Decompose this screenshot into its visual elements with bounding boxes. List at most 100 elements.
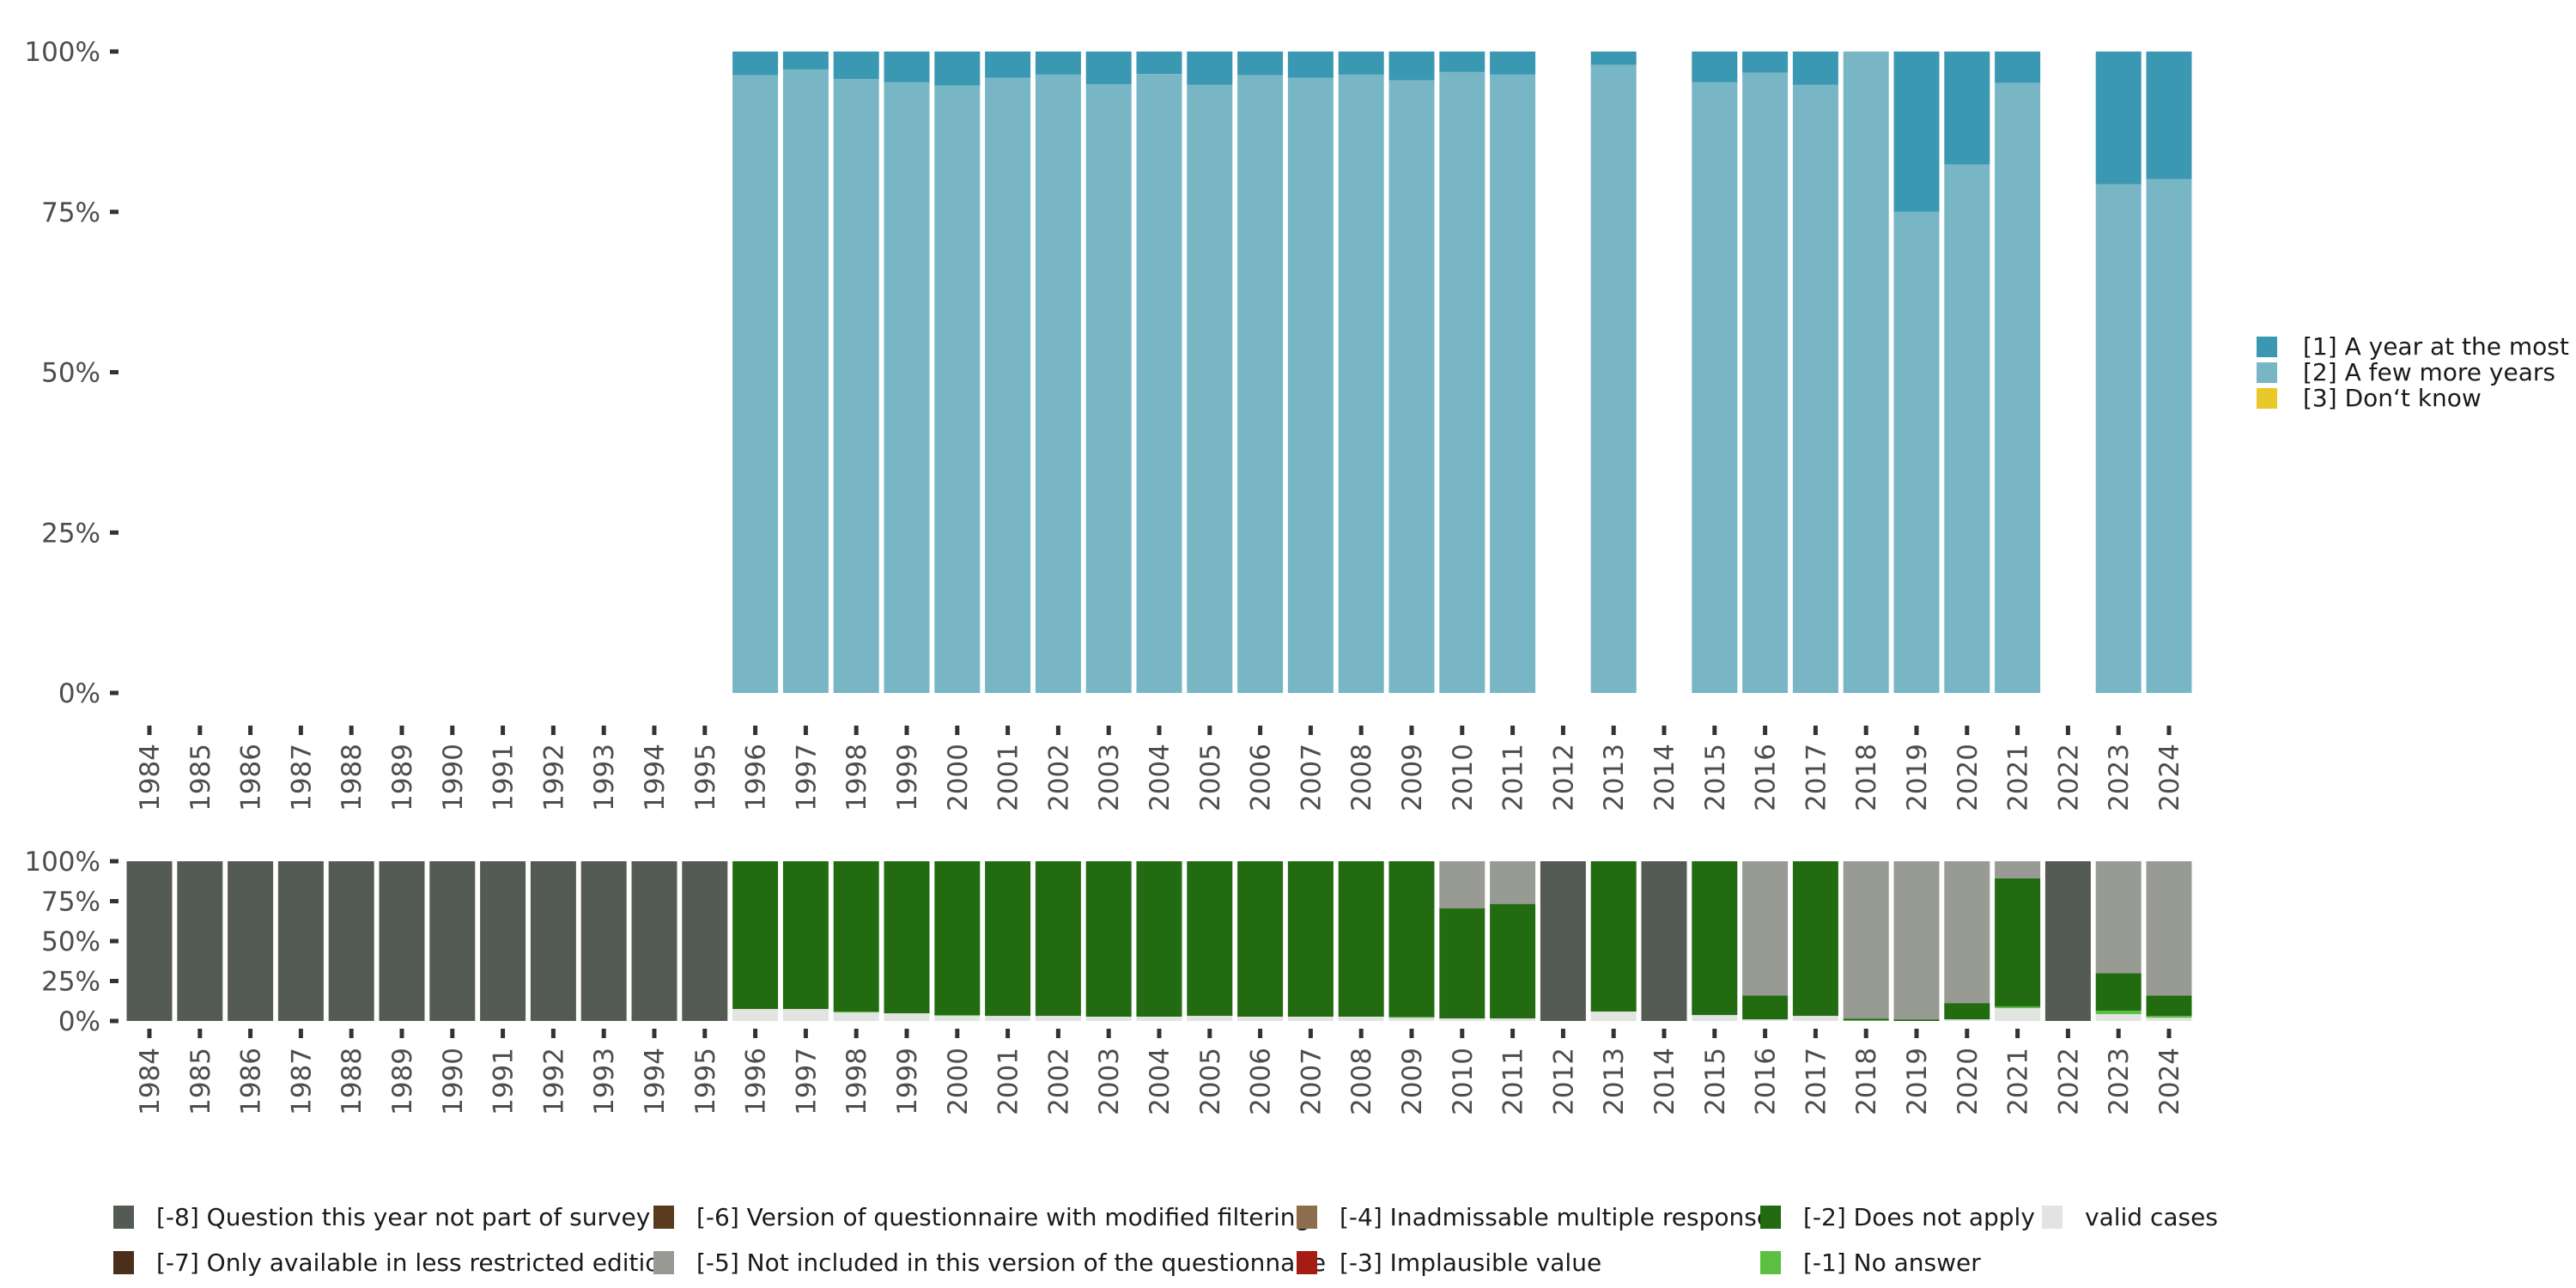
x-tick (1005, 726, 1011, 735)
bar-segment-1988--8-question-this-year-not-part-of-survey (328, 861, 374, 1021)
bar-segment-2002--1-a-year-at-the-most (1035, 52, 1081, 75)
legend-label: [-6] Version of questionnaire with modif… (696, 1203, 1310, 1231)
bar-segment-2013--2-does-not-apply (1590, 861, 1637, 1012)
x-tick-label: 2024 (2154, 744, 2185, 811)
top-legend: [1] A year at the most[2] A few more yea… (2257, 332, 2569, 412)
bar-segment-2003--1-a-year-at-the-most (1085, 52, 1132, 85)
x-tick-label: 1987 (286, 744, 317, 811)
x-tick-label: 2015 (1700, 1048, 1731, 1115)
y-tick-label: 100% (24, 37, 100, 68)
x-tick (197, 1029, 203, 1038)
bar-segment-2015--1-a-year-at-the-most (1692, 52, 1738, 82)
bar-segment-1987--8-question-this-year-not-part-of-survey (277, 861, 324, 1021)
x-tick-label: 2024 (2154, 1048, 2185, 1115)
bar-segment-2010--2-does-not-apply (1439, 908, 1485, 1019)
bar-segment-2021--2-does-not-apply (1995, 878, 2041, 1007)
x-tick (1662, 726, 1667, 735)
x-tick-label: 1991 (489, 1048, 519, 1115)
bar-segment-2015-valid-cases (1692, 1015, 1738, 1021)
bar-segment-2024--5-not-included-in-this-version-of-the-questionnaire (2146, 861, 2192, 996)
bar-segment-2009--1-a-year-at-the-most (1388, 52, 1435, 81)
bar-segment-1997-valid-cases (782, 1009, 829, 1021)
bar-segment-2001--2-does-not-apply (985, 861, 1031, 1017)
x-tick (1460, 726, 1465, 735)
x-tick (955, 726, 960, 735)
legend-label: [-4] Inadmissable multiple response (1340, 1203, 1771, 1231)
x-tick-label: 2018 (1851, 1048, 1882, 1115)
y-tick (110, 899, 118, 903)
x-tick (702, 726, 708, 735)
bar-segment-2018--1-no-answer (1843, 1020, 1889, 1021)
bar-segment-2018--2-does-not-apply (1843, 1018, 1889, 1021)
x-tick-label: 2004 (1145, 1048, 1176, 1115)
bar-segment-2017--2-does-not-apply (1792, 861, 1838, 1017)
bar-segment-1999--2-does-not-apply (884, 861, 930, 1014)
bar-segment-1998--2-does-not-apply (833, 861, 879, 1012)
bar-segment-1999-valid-cases (884, 1013, 930, 1021)
x-tick (501, 1029, 506, 1038)
x-tick (1914, 726, 1919, 735)
x-tick (399, 726, 404, 735)
bar-segment-2017--1-a-year-at-the-most (1792, 52, 1838, 85)
bar-segment-1998-valid-cases (833, 1012, 879, 1021)
x-tick (1813, 1029, 1818, 1038)
x-tick (2015, 1029, 2020, 1038)
bar-segment-2023--2-a-few-more-years (2095, 184, 2142, 693)
bar-segment-2019--5-not-included-in-this-version-of-the-questionnaire (1893, 861, 1940, 1020)
bar-segment-2008--2-a-few-more-years (1338, 74, 1384, 694)
x-tick-label: 1989 (387, 1048, 418, 1115)
x-tick (1712, 726, 1717, 735)
x-tick (550, 1029, 556, 1038)
x-tick (904, 726, 909, 735)
x-tick (450, 1029, 455, 1038)
y-tick (110, 49, 118, 54)
x-tick (2116, 1029, 2121, 1038)
bar-segment-2004--2-a-few-more-years (1136, 74, 1182, 693)
bar-segment-2006--1-a-year-at-the-most (1237, 52, 1284, 76)
bar-segment-2010--5-not-included-in-this-version-of-the-questionnaire (1439, 861, 1485, 908)
legend-label: [-7] Only available in less restricted e… (156, 1249, 675, 1277)
x-tick (298, 1029, 303, 1038)
x-tick (550, 726, 556, 735)
x-tick (1510, 1029, 1516, 1038)
bar-segment-2007--1-a-year-at-the-most (1287, 52, 1334, 78)
bar-segment-2003-valid-cases (1085, 1016, 1132, 1021)
x-tick (1560, 726, 1565, 735)
bar-segment-1993--8-question-this-year-not-part-of-survey (580, 861, 627, 1021)
bar-segment-2013-valid-cases (1590, 1012, 1637, 1021)
bar-segment-2011-valid-cases (1490, 1018, 1536, 1021)
bottom-panel: 0% 25% 50% 75% 100% 1984 1985 1986 1987 1988 1989 1… (24, 847, 2192, 1115)
bar-segment-2000--2-does-not-apply (934, 861, 981, 1016)
x-tick (1763, 726, 1768, 735)
x-tick-label: 2006 (1246, 1048, 1277, 1115)
x-tick-label: 2011 (1498, 744, 1529, 811)
bar-segment-1997--2-a-few-more-years (782, 69, 829, 693)
bottom-legend: [-8] Question this year not part of surv… (113, 1203, 2218, 1277)
bar-segment-2014--8-question-this-year-not-part-of-survey (1641, 861, 1687, 1021)
bar-segment-2021--1-a-year-at-the-most (1995, 52, 2041, 83)
bar-segment-2011--2-does-not-apply (1490, 903, 1536, 1019)
legend-label: [3] Don‘t know (2303, 384, 2482, 412)
legend-label: valid cases (2085, 1203, 2218, 1231)
x-tick-label: 2019 (1902, 744, 1933, 811)
x-tick (1863, 726, 1868, 735)
bar-segment-2020--2-does-not-apply (1944, 1003, 1990, 1020)
bar-segment-2023--5-not-included-in-this-version-of-the-questionnaire (2095, 861, 2142, 974)
x-tick-label: 1990 (438, 744, 469, 811)
bar-segment-2004--2-does-not-apply (1136, 861, 1182, 1017)
bar-segment-1995--8-question-this-year-not-part-of-survey (682, 861, 728, 1021)
y-tick-label: 25% (41, 967, 100, 998)
bar-segment-2016-valid-cases (1742, 1019, 1789, 1021)
x-tick (2015, 726, 2020, 735)
bar-segment-2023--1-a-year-at-the-most (2095, 52, 2142, 185)
bar-segment-1996-valid-cases (732, 1009, 779, 1021)
legend-swatch (1297, 1251, 1317, 1274)
y-tick (110, 370, 118, 374)
x-tick-label: 2013 (1599, 744, 1630, 811)
x-tick (349, 1029, 354, 1038)
legend-swatch (113, 1251, 134, 1274)
x-tick (399, 1029, 404, 1038)
bar-segment-2024--1-a-year-at-the-most (2146, 52, 2192, 179)
x-tick-label: 1990 (438, 1048, 469, 1115)
bar-segment-2003--2-a-few-more-years (1085, 84, 1132, 694)
